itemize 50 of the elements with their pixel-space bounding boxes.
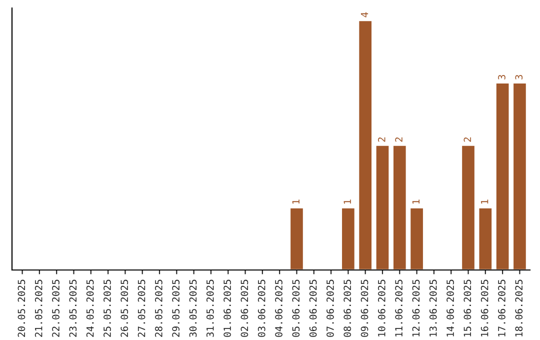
data-label: 3	[515, 74, 523, 80]
x-tick-label: 30.05.2025	[189, 280, 197, 337]
data-label: 2	[464, 137, 471, 142]
data-label: 1	[344, 200, 351, 204]
x-tick-label: 29.05.2025	[172, 280, 180, 337]
x-tick-label: 14.06.2025	[446, 280, 454, 336]
x-tick-label: 26.05.2025	[120, 280, 128, 337]
bar	[478, 206, 493, 270]
bar	[374, 144, 390, 270]
x-tick-label: 22.05.2025	[52, 280, 60, 337]
bar	[289, 206, 304, 270]
x-tick-label: 20.05.2025	[18, 280, 26, 337]
x-tick-label: 25.05.2025	[104, 280, 111, 337]
data-label: 1	[412, 200, 420, 204]
x-tick-label: 09.06.2025	[360, 280, 368, 337]
bar	[512, 82, 528, 270]
bar	[495, 82, 510, 270]
x-tick-label: 07.06.2025	[326, 280, 334, 337]
x-tick-label: 04.06.2025	[275, 280, 282, 337]
x-tick-label: 15.06.2025	[464, 280, 472, 336]
x-tick-label: 24.05.2025	[86, 280, 94, 337]
bar	[358, 20, 373, 270]
x-tick-label: 31.05.2025	[206, 280, 214, 337]
x-tick-label: 08.06.2025	[344, 280, 352, 337]
x-tick-label: 18.06.2025	[515, 280, 523, 336]
x-tick-label: 21.05.2025	[34, 280, 42, 337]
bar	[460, 144, 476, 270]
x-tick-label: 02.06.2025	[240, 280, 248, 337]
x-tick-label: 23.05.2025	[69, 280, 77, 337]
data-label: 1	[292, 200, 300, 204]
bar	[409, 206, 424, 270]
bar	[340, 206, 356, 270]
x-tick-label: 12.06.2025	[412, 280, 420, 336]
x-tick-label: 27.05.2025	[138, 280, 146, 337]
data-label: 4	[360, 12, 368, 18]
x-tick-label: 05.06.2025	[292, 280, 300, 337]
x-tick-label: 11.06.2025	[395, 280, 402, 336]
x-tick-label: 13.06.2025	[429, 280, 437, 336]
x-tick-label: 28.05.2025	[155, 280, 162, 337]
bar	[392, 144, 408, 270]
data-label: 2	[378, 137, 386, 142]
x-tick-label: 01.06.2025	[224, 280, 231, 337]
data-label: 3	[498, 74, 506, 80]
x-tick-label: 03.06.2025	[258, 280, 266, 337]
data-label: 1	[481, 200, 488, 204]
x-tick-label: 16.06.2025	[480, 280, 488, 336]
x-tick-label: 10.06.2025	[378, 280, 386, 336]
x-tick-label: 06.06.2025	[309, 280, 317, 337]
data-label: 2	[395, 137, 402, 142]
x-tick-label: 17.06.2025	[498, 280, 506, 336]
